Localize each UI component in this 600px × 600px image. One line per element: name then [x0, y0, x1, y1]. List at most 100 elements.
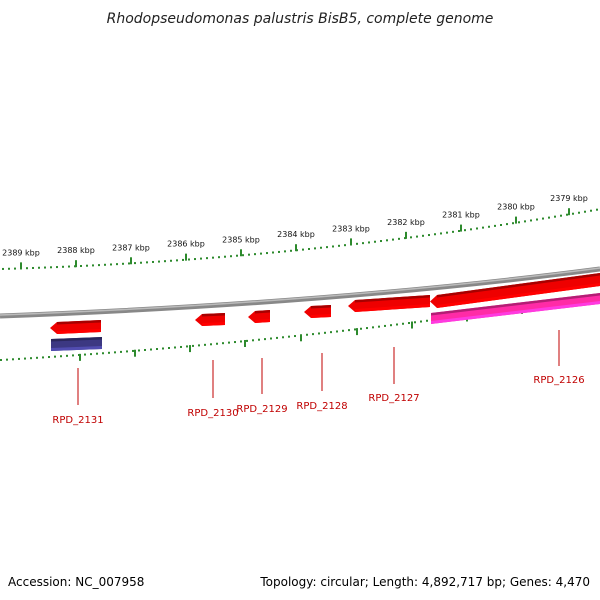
ruler-dot [338, 244, 340, 247]
ruler-dot [98, 264, 100, 267]
accession-text: Accession: NC_007958 [8, 575, 144, 589]
ruler-dot [536, 218, 538, 221]
ruler-dot [396, 323, 398, 326]
ruler-dot [440, 232, 442, 235]
ruler-dot [354, 328, 356, 331]
gene-feature[interactable] [304, 305, 331, 318]
ruler-dot [6, 358, 8, 361]
ruler-dot [146, 261, 148, 264]
ruler-major-tick [130, 257, 132, 265]
ruler-dot [242, 254, 244, 257]
ruler-dot [248, 253, 250, 256]
ruler-tick-label: 2382 kbp [387, 218, 425, 227]
gene-shade [255, 319, 270, 323]
ruler-dot [398, 237, 400, 240]
ruler-dot [168, 346, 170, 349]
ruler-dot [290, 249, 292, 252]
gene-shade [202, 322, 225, 326]
ruler-dot [372, 326, 374, 329]
gene-feature[interactable] [348, 295, 430, 312]
ruler-dot [366, 327, 368, 330]
ruler-dot [420, 320, 422, 323]
ruler-dot [2, 267, 4, 270]
ruler-major-tick [240, 249, 242, 257]
ruler-dot [410, 236, 412, 239]
ruler-dot [194, 258, 196, 261]
genome-summary-text: Topology: circular; Length: 4,892,717 bp… [259, 575, 590, 589]
ruler-tick-label: 2389 kbp [2, 248, 40, 257]
ruler-dot [578, 211, 580, 214]
gene-edge [202, 313, 225, 317]
ruler-dot [42, 356, 44, 359]
ruler-dot [188, 258, 190, 261]
ruler-dot [252, 339, 254, 342]
ruler-dot [414, 321, 416, 324]
ruler-dot [518, 221, 520, 224]
gene-label[interactable]: RPD_2128 [296, 401, 347, 412]
ruler-dot [294, 335, 296, 338]
ruler-dot [500, 224, 502, 226]
ruler-dot [332, 245, 334, 248]
gene-feature[interactable] [50, 320, 101, 334]
ruler-dot [336, 330, 338, 333]
ruler-dot [356, 242, 358, 245]
ruler-dot [324, 331, 326, 334]
gene-label[interactable]: RPD_2129 [236, 404, 287, 415]
ruler-dot [590, 209, 592, 212]
gene-shade [437, 283, 600, 308]
ruler-dot [54, 355, 56, 358]
gene-feature[interactable] [431, 293, 600, 324]
gene-feature[interactable] [51, 337, 102, 351]
ruler-dot [150, 348, 152, 351]
ruler-dot [198, 344, 200, 347]
ruler-dot [84, 353, 86, 356]
ruler-dot [378, 325, 380, 328]
ruler-dot [68, 265, 70, 268]
ruler-major-tick [356, 328, 358, 336]
ruler-dot [110, 263, 112, 266]
ruler-dot [114, 351, 116, 354]
ruler-dot [308, 247, 310, 250]
gene-shade [355, 304, 430, 312]
gene-label[interactable]: RPD_2127 [368, 393, 419, 404]
ruler-dot [56, 266, 58, 269]
ruler-dot [0, 359, 2, 361]
ruler-dot [164, 260, 166, 263]
ruler-dot [260, 252, 262, 255]
ruler-major-tick [244, 339, 246, 347]
ruler-tick-label: 2385 kbp [222, 235, 260, 244]
gene-label[interactable]: RPD_2126 [533, 375, 584, 386]
ruler-dot [428, 234, 430, 237]
ruler-dot [72, 354, 74, 357]
ruler-dot [390, 324, 392, 327]
gene-edge [311, 305, 331, 309]
gene-feature[interactable] [248, 310, 270, 323]
ruler-dot [182, 258, 184, 261]
gene-shade [57, 329, 101, 334]
gene-label[interactable]: RPD_2131 [52, 415, 103, 426]
ruler-dot [384, 324, 386, 327]
gene-edge [355, 295, 430, 303]
ruler-dot [464, 229, 466, 232]
ruler-dot [224, 255, 226, 258]
ruler-dot [132, 349, 134, 352]
ruler-dot [548, 216, 550, 219]
ruler-dot [236, 254, 238, 257]
ruler-dot [200, 257, 202, 260]
ruler-dot [246, 339, 248, 342]
ruler-dot [108, 351, 110, 354]
ruler-dot [542, 217, 544, 220]
ruler-dot [216, 342, 218, 345]
ruler-dot [408, 322, 410, 325]
gene-label[interactable]: RPD_2130 [187, 408, 238, 419]
ruler-dot [392, 238, 394, 241]
ruler-dot [8, 267, 10, 270]
gene-edge [255, 310, 270, 314]
gene-feature[interactable] [195, 313, 225, 326]
ruler-dot [318, 332, 320, 335]
gene-edge [51, 337, 102, 342]
gene-feature[interactable] [430, 273, 600, 308]
ruler-major-tick [134, 349, 136, 357]
ruler-dot [348, 329, 350, 332]
